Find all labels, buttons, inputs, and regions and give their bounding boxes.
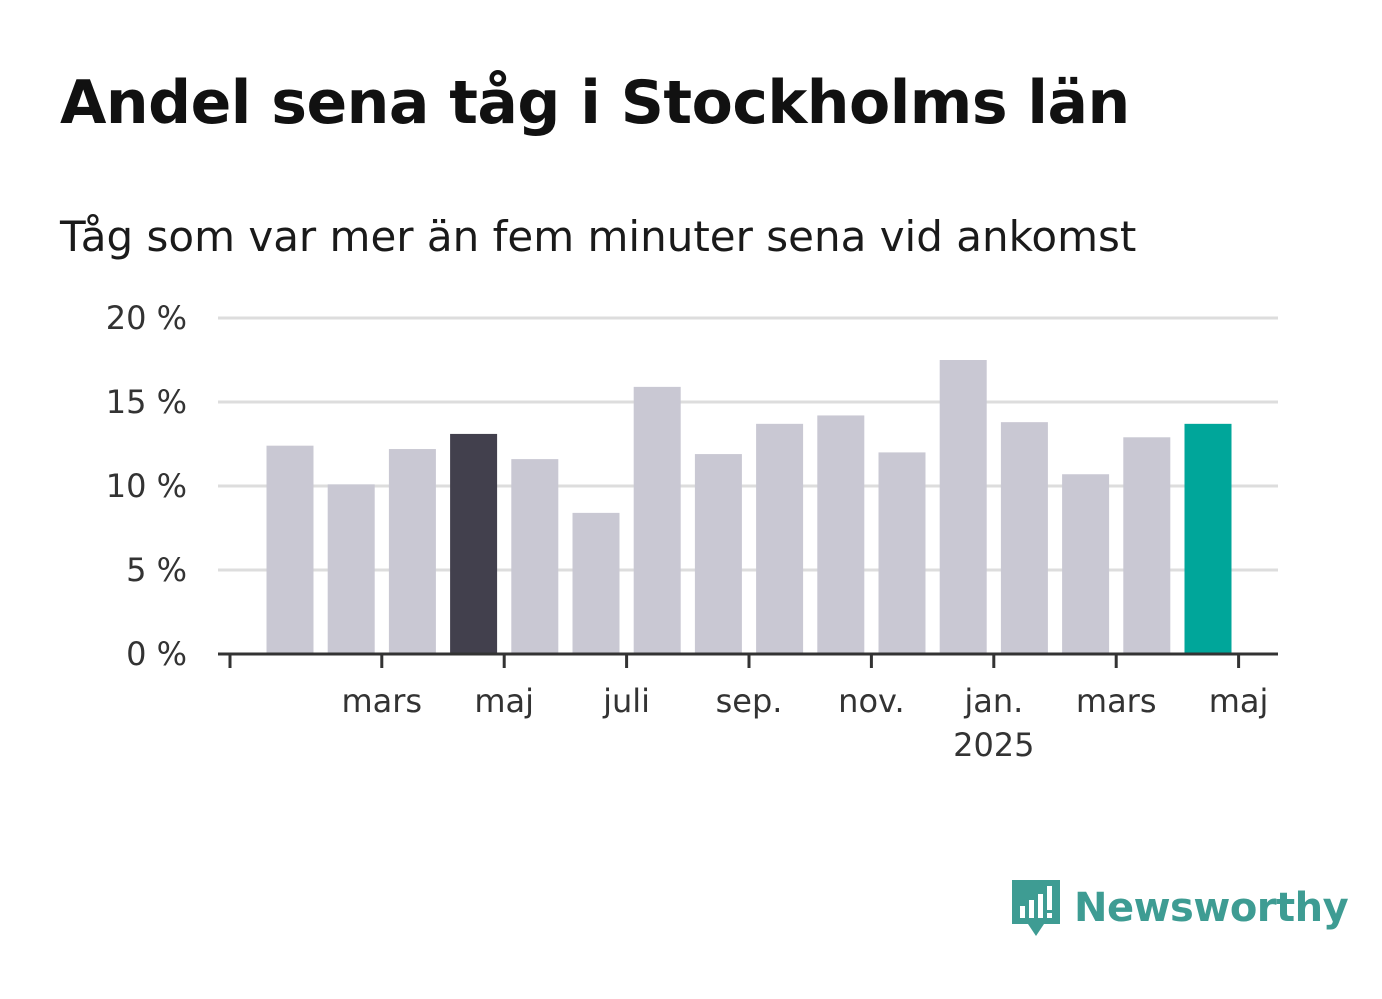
bar xyxy=(572,512,620,654)
bar xyxy=(327,484,375,654)
bar xyxy=(1000,422,1048,654)
chart-title: Andel sena tåg i Stockholms län xyxy=(60,68,1130,138)
bar xyxy=(511,459,559,654)
bar-highlight-previous xyxy=(450,433,498,654)
bar-chart-speech-bubble-icon xyxy=(1012,880,1060,936)
y-tick-label: 20 % xyxy=(106,299,187,337)
chart-subtitle: Tåg som var mer än fem minuter sena vid … xyxy=(60,212,1137,261)
x-tick-label: maj xyxy=(1209,682,1269,720)
x-axis-labels: mars maj juli sep. nov. jan. 2025 mars maj xyxy=(341,682,1268,764)
x-tick-label: sep. xyxy=(716,682,783,720)
bar-highlight-current xyxy=(1184,423,1232,654)
x-tick-label: jan. xyxy=(963,682,1023,720)
y-axis-labels: 0 % 5 % 10 % 15 % 20 % xyxy=(106,299,187,673)
bar xyxy=(817,415,865,654)
y-tick-label: 5 % xyxy=(126,551,187,589)
bar xyxy=(266,445,314,654)
bar xyxy=(633,386,681,654)
x-tick-label: nov. xyxy=(838,682,904,720)
grid-lines xyxy=(218,316,1278,572)
bars xyxy=(266,360,1232,654)
x-tick-label: mars xyxy=(1076,682,1157,720)
bar xyxy=(1062,474,1110,654)
bar xyxy=(388,449,436,654)
x-tick-label: juli xyxy=(602,682,650,720)
bar xyxy=(1123,437,1171,654)
y-tick-label: 10 % xyxy=(106,467,187,505)
bar xyxy=(878,452,926,654)
bar xyxy=(939,360,987,654)
y-tick-label: 15 % xyxy=(106,383,187,421)
y-tick-label: 0 % xyxy=(126,635,187,673)
bar xyxy=(694,454,742,654)
x-tick-sublabel-year: 2025 xyxy=(953,726,1034,764)
x-axis xyxy=(218,652,1278,668)
newsworthy-logo: Newsworthy xyxy=(1008,876,1349,940)
x-tick-label: maj xyxy=(474,682,534,720)
x-tick-label: mars xyxy=(341,682,422,720)
bar xyxy=(756,423,804,654)
brand-name: Newsworthy xyxy=(1074,885,1349,931)
